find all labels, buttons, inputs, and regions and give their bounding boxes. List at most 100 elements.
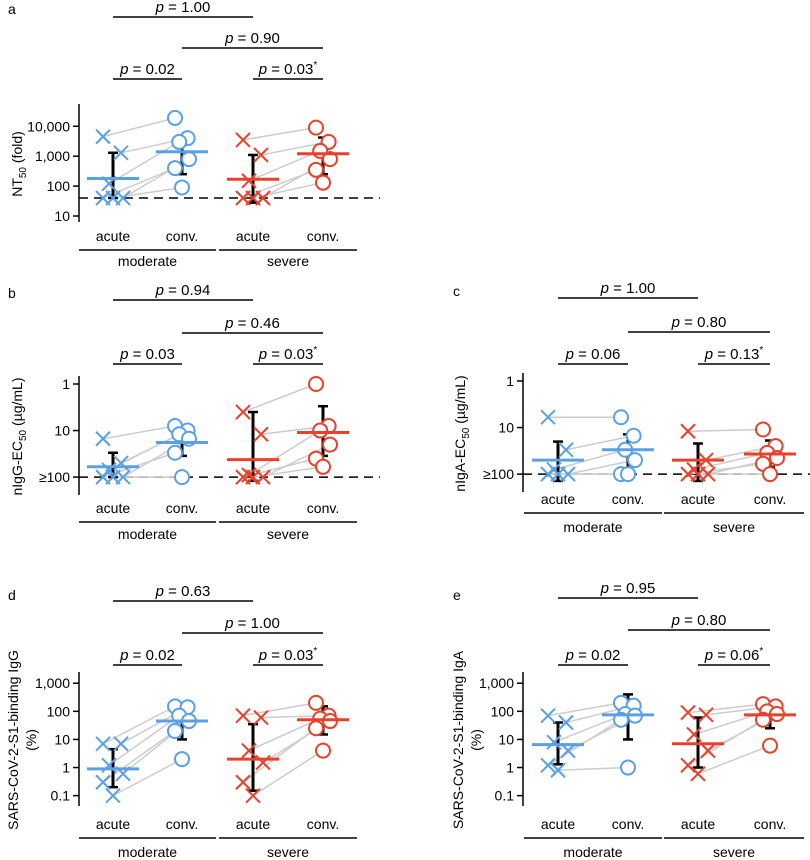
acute-point bbox=[540, 707, 556, 724]
conv-point bbox=[181, 151, 197, 168]
conv-point bbox=[762, 737, 778, 754]
conv-point bbox=[308, 376, 324, 392]
y-axis-unit: (%) bbox=[468, 729, 484, 751]
panel-d: d p = 0.63 p = 1.00 p = 0.02 p = 0.03* 0.1 1 10… bbox=[5, 583, 357, 860]
x-group-label: acute bbox=[541, 816, 575, 832]
acute-point bbox=[95, 128, 111, 145]
pair-line bbox=[102, 452, 176, 478]
conv-point bbox=[167, 160, 183, 177]
pair-line bbox=[693, 452, 768, 471]
acute-point bbox=[95, 774, 111, 790]
y-axis-label: nIgA-EC50 (µg/mL) bbox=[452, 375, 472, 491]
x-group-label: conv. bbox=[754, 816, 786, 832]
y-tick-label: 1,000 bbox=[479, 675, 514, 691]
conv-point bbox=[174, 179, 190, 196]
acute-point bbox=[113, 145, 129, 161]
acute-point bbox=[558, 442, 574, 458]
x-group-label: conv. bbox=[166, 500, 198, 516]
y-tick-label: ≥100 bbox=[483, 466, 514, 482]
pair-line bbox=[102, 730, 176, 783]
pair-line bbox=[102, 117, 176, 138]
acute-point bbox=[558, 714, 574, 731]
x-group-label: conv. bbox=[612, 491, 644, 507]
conv-point bbox=[174, 469, 190, 486]
pair-line bbox=[242, 169, 317, 199]
pvalue-label: p = 1.00 bbox=[155, 0, 211, 16]
y-tick-label: 1 bbox=[506, 373, 514, 389]
pair-line bbox=[697, 744, 771, 775]
conv-point bbox=[620, 759, 636, 776]
x-group-label: acute bbox=[541, 491, 575, 507]
conv-point bbox=[167, 444, 183, 461]
pair-line bbox=[242, 383, 317, 413]
pvalue-label: p = 0.94 bbox=[155, 282, 211, 299]
x-group-label: acute bbox=[681, 491, 715, 507]
panel-letter: c bbox=[453, 283, 460, 299]
x-group-label: conv. bbox=[307, 816, 339, 832]
acute-point bbox=[690, 766, 706, 782]
x-group-label: acute bbox=[236, 500, 270, 516]
y-tick-label: 10 bbox=[54, 731, 70, 747]
pair-line bbox=[248, 429, 321, 476]
pair-line bbox=[687, 428, 764, 432]
pvalue-label: p = 0.03* bbox=[258, 646, 318, 664]
panel-a: a p = 1.00 p = 0.90 p = 0.02 p = 0.03* 10 100 1… bbox=[8, 0, 380, 269]
pvalue-label: p = 1.00 bbox=[224, 615, 280, 632]
x-group-label: conv. bbox=[754, 491, 786, 507]
y-tick-label: 10 bbox=[498, 420, 514, 436]
y-tick-label: 1 bbox=[62, 376, 70, 392]
pair-line bbox=[565, 435, 634, 451]
y-tick-label: 1,000 bbox=[35, 148, 70, 164]
conv-point bbox=[755, 421, 771, 438]
pair-line bbox=[242, 126, 317, 141]
acute-point bbox=[253, 147, 269, 163]
pvalue-label: p = 0.06 bbox=[565, 346, 621, 363]
conv-point bbox=[613, 409, 629, 426]
acute-point bbox=[680, 757, 696, 774]
conv-point bbox=[308, 694, 324, 711]
x-group-label: conv. bbox=[166, 816, 198, 832]
pair-line bbox=[248, 150, 321, 182]
acute-point bbox=[241, 742, 257, 759]
acute-point bbox=[235, 774, 251, 790]
pvalue-label: p = 0.80 bbox=[671, 314, 727, 331]
y-axis-label: SARS-CoV-2-S1-binding IgG bbox=[5, 650, 21, 830]
panel-e: e p = 0.95 p = 0.80 p = 0.02 p = 0.06* 0.1 1 10… bbox=[450, 580, 804, 860]
x-group-label: conv. bbox=[612, 816, 644, 832]
acute-point bbox=[550, 762, 566, 778]
y-axis-label: nIgG-EC50 (µg/mL) bbox=[9, 378, 29, 496]
acute-point bbox=[550, 466, 566, 482]
conv-point bbox=[315, 458, 331, 475]
panel-b: b p = 0.94 p = 0.46 p = 0.03 p = 0.03* 1 10 ≥10… bbox=[8, 282, 380, 542]
pair-line bbox=[553, 449, 626, 471]
y-tick-label: 10 bbox=[54, 423, 70, 439]
x-group-label: conv. bbox=[307, 500, 339, 516]
acute-point bbox=[253, 709, 269, 726]
condition-label: severe bbox=[267, 526, 309, 542]
pair-line bbox=[252, 749, 324, 797]
condition-label: severe bbox=[267, 844, 309, 860]
y-tick-label: ≥100 bbox=[39, 469, 70, 485]
pair-line bbox=[557, 766, 629, 772]
x-group-label: acute bbox=[96, 500, 130, 516]
acute-point bbox=[680, 704, 696, 721]
panel-letter: e bbox=[453, 587, 461, 603]
condition-label: severe bbox=[713, 844, 755, 860]
conv-point bbox=[762, 466, 778, 483]
acute-point bbox=[245, 469, 261, 485]
acute-point bbox=[105, 469, 121, 485]
acute-point bbox=[105, 190, 121, 206]
conv-point bbox=[308, 119, 324, 136]
pair-line bbox=[112, 758, 183, 797]
pair-line bbox=[242, 702, 317, 717]
pair-line bbox=[102, 425, 176, 440]
pvalue-label: p = 0.02 bbox=[565, 647, 621, 664]
acute-point bbox=[690, 466, 706, 482]
pvalue-label: p = 0.02 bbox=[119, 647, 175, 664]
pair-line bbox=[547, 702, 622, 717]
acute-point bbox=[235, 132, 251, 148]
pair-line bbox=[108, 141, 180, 185]
pair-line bbox=[122, 438, 190, 478]
x-group-label: acute bbox=[96, 228, 130, 244]
conv-point bbox=[620, 466, 636, 483]
